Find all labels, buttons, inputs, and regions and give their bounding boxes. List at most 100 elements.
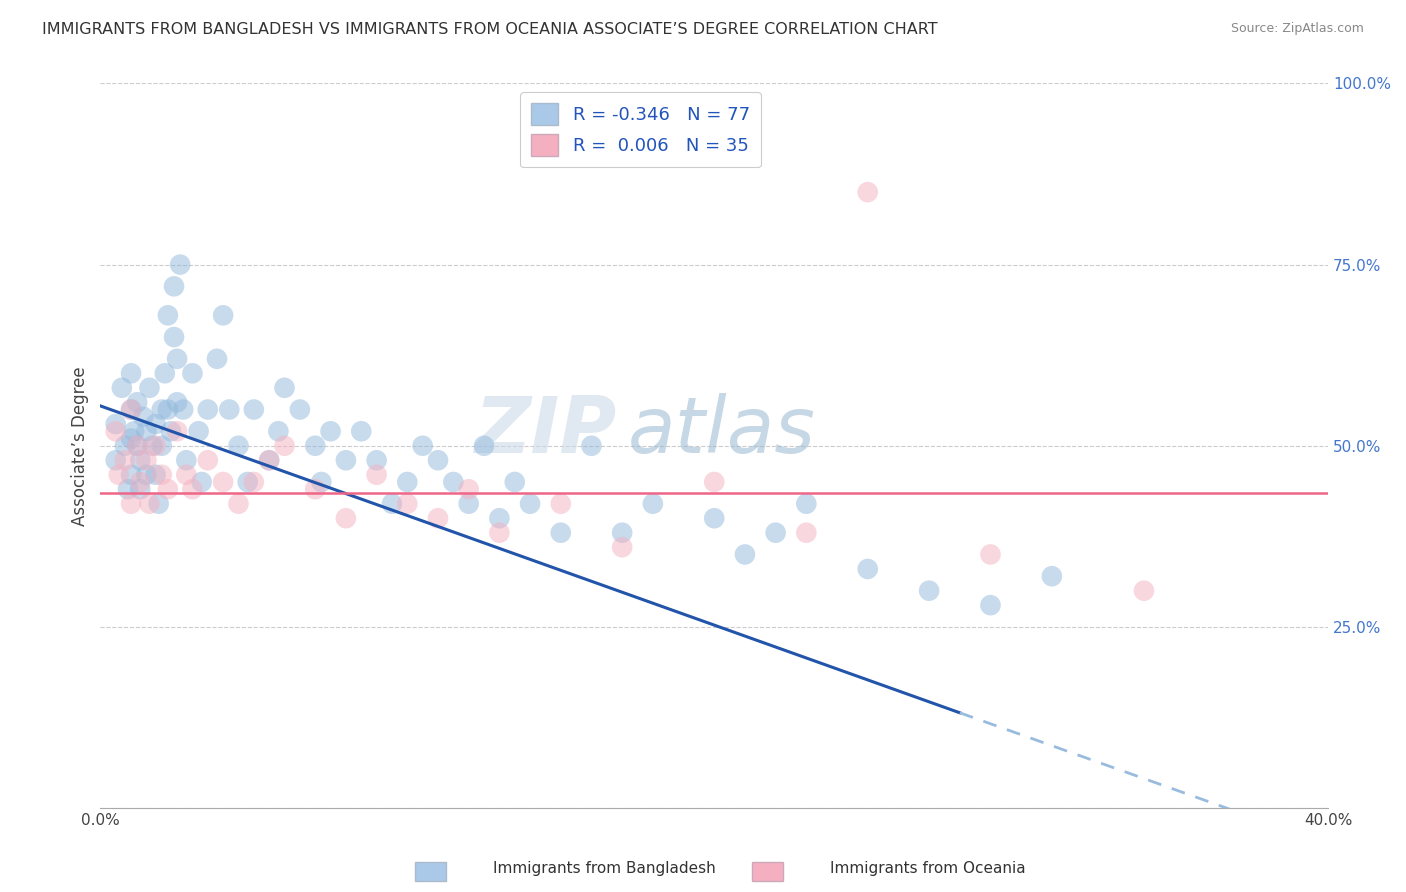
Point — [129, 482, 152, 496]
Point — [472, 439, 495, 453]
Point — [127, 439, 149, 453]
Text: ZIP: ZIP — [474, 393, 616, 469]
Point — [519, 497, 541, 511]
Point — [150, 439, 173, 453]
Point — [257, 453, 280, 467]
Text: atlas: atlas — [628, 393, 815, 469]
Point — [457, 482, 479, 496]
Point — [581, 439, 603, 453]
Point — [734, 548, 756, 562]
Point — [550, 497, 572, 511]
Point — [794, 525, 817, 540]
Text: Source: ZipAtlas.com: Source: ZipAtlas.com — [1230, 22, 1364, 36]
Point — [135, 424, 157, 438]
Point — [120, 402, 142, 417]
Point — [104, 453, 127, 467]
Point — [243, 475, 266, 489]
Point — [114, 439, 136, 453]
Point — [107, 467, 129, 482]
Point — [319, 424, 342, 438]
Point — [218, 402, 240, 417]
Point — [145, 467, 167, 482]
Point — [145, 439, 167, 453]
Point — [156, 482, 179, 496]
Point — [111, 381, 134, 395]
Y-axis label: Associate’s Degree: Associate’s Degree — [72, 366, 89, 525]
Point — [979, 598, 1001, 612]
Point — [335, 453, 357, 467]
Point — [228, 439, 250, 453]
Point — [304, 439, 326, 453]
Text: Immigrants from Bangladesh: Immigrants from Bangladesh — [494, 861, 716, 876]
Point — [273, 439, 295, 453]
Point — [153, 366, 176, 380]
Point — [304, 482, 326, 496]
Legend: R = -0.346   N = 77, R =  0.006   N = 35: R = -0.346 N = 77, R = 0.006 N = 35 — [520, 93, 761, 167]
Point — [243, 402, 266, 417]
Point — [366, 467, 388, 482]
Point — [141, 439, 163, 453]
Point — [172, 402, 194, 417]
Point — [104, 424, 127, 438]
Point — [856, 185, 879, 199]
Point — [135, 453, 157, 467]
Point — [335, 511, 357, 525]
Point — [135, 467, 157, 482]
Point — [176, 467, 198, 482]
Point — [138, 381, 160, 395]
Point — [120, 402, 142, 417]
Point — [236, 475, 259, 489]
Point — [273, 381, 295, 395]
Point — [117, 482, 139, 496]
Point — [1133, 583, 1156, 598]
Point — [396, 475, 419, 489]
Point — [197, 402, 219, 417]
Point — [488, 511, 510, 525]
Text: IMMIGRANTS FROM BANGLADESH VS IMMIGRANTS FROM OCEANIA ASSOCIATE’S DEGREE CORRELA: IMMIGRANTS FROM BANGLADESH VS IMMIGRANTS… — [42, 22, 938, 37]
Point — [150, 402, 173, 417]
Point — [127, 395, 149, 409]
Point — [120, 366, 142, 380]
Point — [169, 258, 191, 272]
Point — [381, 497, 404, 511]
Point — [120, 467, 142, 482]
Point — [166, 351, 188, 366]
Point — [129, 475, 152, 489]
Text: Immigrants from Oceania: Immigrants from Oceania — [830, 861, 1026, 876]
Point — [163, 330, 186, 344]
Point — [794, 497, 817, 511]
Point — [550, 525, 572, 540]
Point — [138, 497, 160, 511]
Point — [181, 366, 204, 380]
Point — [918, 583, 941, 598]
Point — [129, 453, 152, 467]
Point — [288, 402, 311, 417]
Point — [503, 475, 526, 489]
Point — [412, 439, 434, 453]
Point — [257, 453, 280, 467]
Point — [212, 475, 235, 489]
Point — [212, 309, 235, 323]
Point — [150, 467, 173, 482]
Point — [366, 453, 388, 467]
Point — [145, 417, 167, 431]
Point — [114, 453, 136, 467]
Point — [427, 511, 450, 525]
Point — [122, 424, 145, 438]
Point — [350, 424, 373, 438]
Point — [166, 424, 188, 438]
Point — [856, 562, 879, 576]
Point — [163, 279, 186, 293]
Point — [166, 395, 188, 409]
Point — [156, 309, 179, 323]
Point — [187, 424, 209, 438]
Point — [396, 497, 419, 511]
Point — [176, 453, 198, 467]
Point — [127, 439, 149, 453]
Point — [427, 453, 450, 467]
Point — [197, 453, 219, 467]
Point — [979, 548, 1001, 562]
Point — [457, 497, 479, 511]
Point — [612, 540, 634, 554]
Point — [156, 402, 179, 417]
